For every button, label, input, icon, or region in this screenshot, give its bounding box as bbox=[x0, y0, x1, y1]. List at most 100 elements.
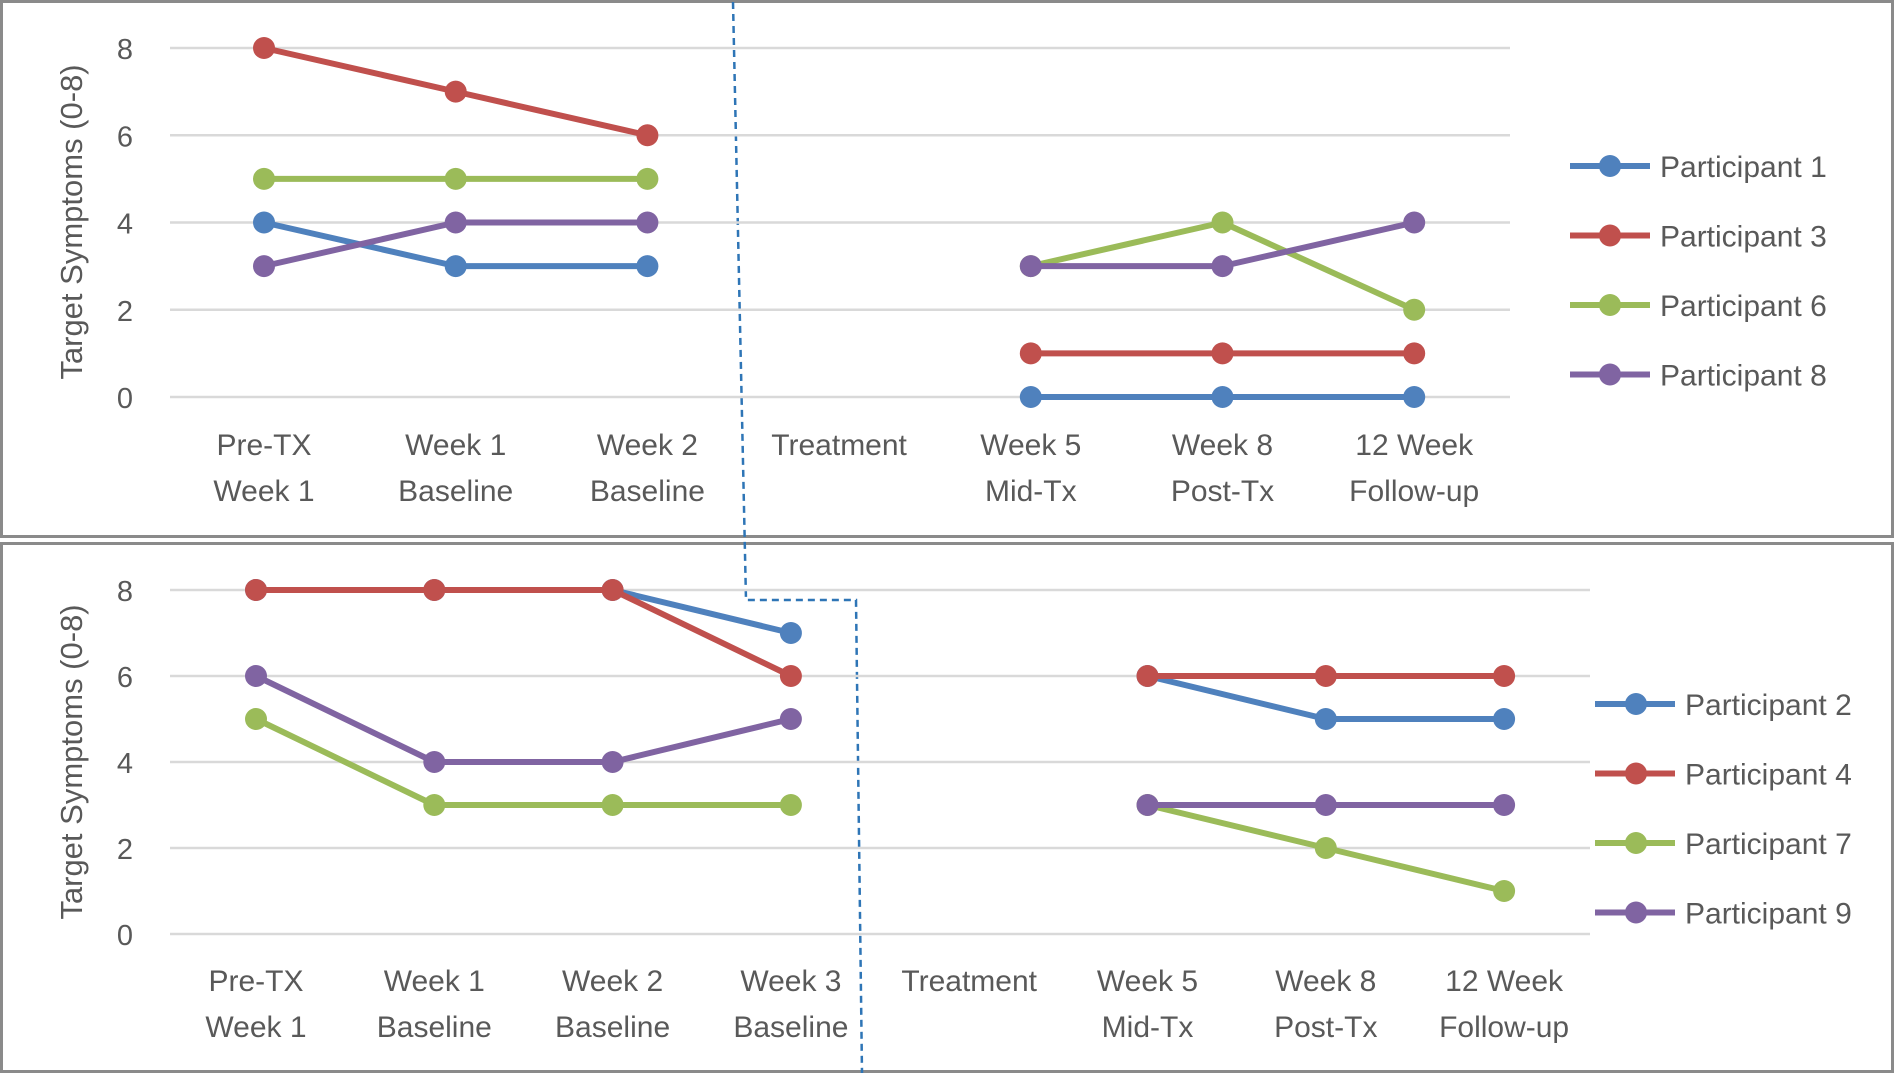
data-point bbox=[1493, 708, 1516, 730]
data-point bbox=[1019, 255, 1042, 278]
panel-bottom: 0 2 4 6 8 Target Symptoms (0-8) Pre-TX Week 1 We… bbox=[54, 576, 1852, 1044]
legend-label: Participant 6 bbox=[1660, 290, 1827, 323]
y-tick-label: 0 bbox=[117, 920, 133, 952]
x-tick-label: Week 3 bbox=[740, 965, 841, 998]
data-point bbox=[245, 579, 267, 601]
y-tick-label: 0 bbox=[117, 383, 133, 415]
y-tick-label: 6 bbox=[117, 121, 133, 153]
legend-marker bbox=[1599, 363, 1621, 386]
data-point bbox=[253, 211, 275, 234]
data-point bbox=[1314, 794, 1337, 816]
data-point bbox=[444, 80, 467, 103]
data-point bbox=[1314, 708, 1337, 730]
x-tick-label: 12 Week bbox=[1445, 965, 1564, 998]
data-point bbox=[779, 665, 802, 687]
data-point bbox=[601, 579, 624, 601]
data-point bbox=[253, 37, 275, 59]
data-point bbox=[245, 708, 267, 730]
x-tick-label: Week 1 bbox=[213, 475, 314, 508]
x-tick-label: Pre-TX bbox=[216, 429, 311, 462]
legend-label: Participant 4 bbox=[1685, 759, 1852, 792]
data-point bbox=[1136, 794, 1159, 816]
data-point bbox=[1211, 211, 1234, 234]
data-point bbox=[779, 622, 802, 644]
data-point bbox=[1211, 386, 1234, 408]
x-tick-label: Treatment bbox=[771, 429, 907, 462]
y-tick-label: 2 bbox=[117, 296, 133, 328]
legend-label: Participant 8 bbox=[1660, 360, 1827, 393]
data-point bbox=[423, 751, 446, 773]
x-tick-label: Follow-up bbox=[1439, 1011, 1569, 1044]
series-line bbox=[253, 587, 794, 679]
data-point bbox=[779, 708, 802, 730]
data-point bbox=[1403, 342, 1426, 365]
legend-label: Participant 3 bbox=[1660, 221, 1827, 254]
data-point bbox=[423, 794, 446, 816]
data-point bbox=[1019, 342, 1042, 365]
x-tick-label: Week 8 bbox=[1275, 965, 1376, 998]
y-tick-label: 2 bbox=[117, 834, 133, 866]
data-point bbox=[1314, 837, 1337, 859]
x-tick-label: Week 2 bbox=[597, 429, 698, 462]
data-point bbox=[444, 167, 467, 190]
x-tick-label: Pre-TX bbox=[208, 965, 303, 998]
x-tick-label: Week 5 bbox=[980, 429, 1081, 462]
data-point bbox=[636, 124, 659, 147]
legend-label: Participant 7 bbox=[1685, 828, 1852, 861]
legend-marker bbox=[1599, 224, 1621, 247]
data-point bbox=[253, 167, 275, 190]
x-tick-label: Baseline bbox=[733, 1011, 848, 1044]
data-point bbox=[1403, 298, 1426, 321]
legend-label: Participant 9 bbox=[1685, 898, 1852, 931]
data-point bbox=[253, 255, 275, 278]
data-point bbox=[423, 579, 446, 601]
legend-marker bbox=[1625, 693, 1647, 715]
data-point bbox=[779, 794, 802, 816]
legend-marker bbox=[1625, 901, 1647, 924]
legend-marker bbox=[1599, 155, 1621, 177]
legend-marker bbox=[1625, 762, 1647, 785]
x-tick-label: Treatment bbox=[901, 965, 1037, 998]
x-tick-label: Post-Tx bbox=[1171, 475, 1274, 508]
data-point bbox=[1403, 386, 1426, 408]
y-axis-label: Target Symptoms (0-8) bbox=[54, 64, 89, 379]
data-point bbox=[1314, 665, 1337, 687]
data-point bbox=[1403, 211, 1426, 234]
x-tick-label: Baseline bbox=[377, 1011, 492, 1044]
data-point bbox=[601, 794, 624, 816]
y-axis-label: Target Symptoms (0-8) bbox=[54, 604, 89, 919]
legend-marker bbox=[1625, 832, 1647, 854]
data-point bbox=[1493, 665, 1516, 687]
y-tick-label: 4 bbox=[117, 748, 133, 780]
data-point bbox=[444, 211, 467, 234]
phase-change-line bbox=[731, 1, 864, 1074]
x-tick-label: Week 8 bbox=[1172, 429, 1273, 462]
x-tick-label: Baseline bbox=[590, 475, 705, 508]
x-tick-label: 12 Week bbox=[1355, 429, 1474, 462]
data-point bbox=[601, 751, 624, 773]
data-point bbox=[636, 167, 659, 190]
x-tick-label: Week 2 bbox=[562, 965, 663, 998]
data-point bbox=[1019, 386, 1042, 408]
data-point bbox=[444, 255, 467, 278]
panel-bottom-frame bbox=[0, 542, 1894, 1073]
x-tick-label: Week 1 bbox=[405, 429, 506, 462]
data-point bbox=[636, 255, 659, 278]
y-tick-label: 8 bbox=[117, 34, 133, 66]
data-point bbox=[1136, 665, 1159, 687]
x-tick-label: Baseline bbox=[555, 1011, 670, 1044]
data-point bbox=[1211, 342, 1234, 365]
x-tick-label: Post-Tx bbox=[1274, 1011, 1377, 1044]
x-tick-label: Mid-Tx bbox=[1102, 1011, 1194, 1044]
y-tick-label: 8 bbox=[117, 576, 133, 608]
data-point bbox=[1211, 255, 1234, 278]
data-point bbox=[1493, 880, 1516, 902]
series-line bbox=[253, 673, 794, 765]
data-point bbox=[1493, 794, 1516, 816]
panel-top-frame bbox=[0, 0, 1894, 538]
y-tick-label: 4 bbox=[117, 209, 133, 241]
series-line bbox=[253, 587, 794, 636]
y-tick-label: 6 bbox=[117, 662, 133, 694]
panel-top: 0 2 4 6 8 Target Symptoms (0-8) Pre-TX Week 1 We… bbox=[54, 34, 1827, 508]
